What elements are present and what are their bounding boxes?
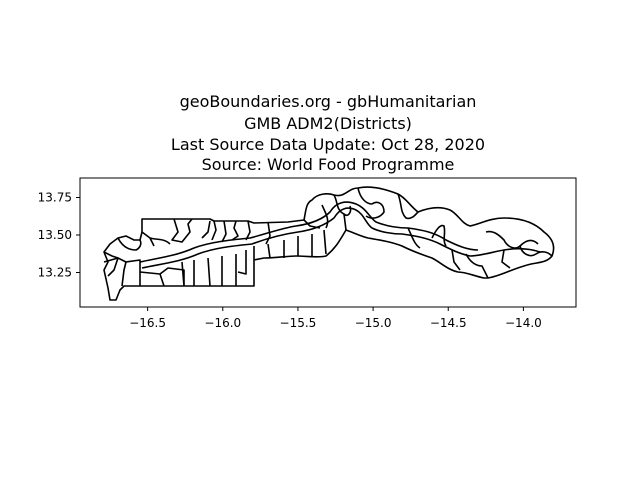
district-sandu-wuli [485, 230, 539, 269]
x-tick-label: −16.5 [129, 316, 166, 330]
district-upper-niumi [171, 218, 193, 243]
x-tick-label: −15.5 [280, 316, 317, 330]
axes: −16.5 −16.0 −15.5 −15.0 −14.5 −14.0 13.25 13.5… [38, 177, 577, 330]
x-tick-label: −15.0 [355, 316, 392, 330]
district-banjul-kanifing [117, 237, 142, 251]
axes-frame [79, 177, 577, 308]
district-kiang-dividers [253, 229, 327, 260]
x-axis: −16.5 −16.0 −15.5 −15.0 −14.5 −14.0 [129, 307, 542, 330]
y-tick-label: 13.50 [38, 228, 72, 242]
district-kantora [519, 245, 553, 257]
y-axis: 13.25 13.50 13.75 [38, 191, 80, 280]
district-foni-dividers [181, 250, 247, 287]
district-kombo-north [103, 251, 127, 287]
y-tick-label: 13.75 [38, 191, 72, 205]
district-lower-niumi [141, 231, 171, 247]
x-tick-label: −16.0 [204, 316, 241, 330]
river-channel [139, 201, 541, 269]
country-outline [103, 186, 555, 301]
x-tick-label: −14.0 [505, 316, 542, 330]
title-line-2: GMB ADM2(Districts) [244, 114, 412, 133]
map-districts [103, 186, 555, 301]
x-tick-label: −14.5 [430, 316, 467, 330]
title-line-1: geoBoundaries.org - gbHumanitarian [180, 92, 477, 111]
title-line-4: Source: World Food Programme [202, 155, 455, 174]
title-line-3: Last Source Data Update: Oct 28, 2020 [171, 135, 485, 154]
district-fulladu-west [397, 193, 421, 249]
district-central-baddibu [245, 220, 271, 245]
district-lower-baddibu [221, 220, 239, 243]
y-tick-label: 13.25 [38, 266, 72, 280]
district-fulladu-east [431, 224, 489, 279]
district-jokadu [201, 220, 217, 241]
district-janjanbureh [343, 187, 385, 231]
